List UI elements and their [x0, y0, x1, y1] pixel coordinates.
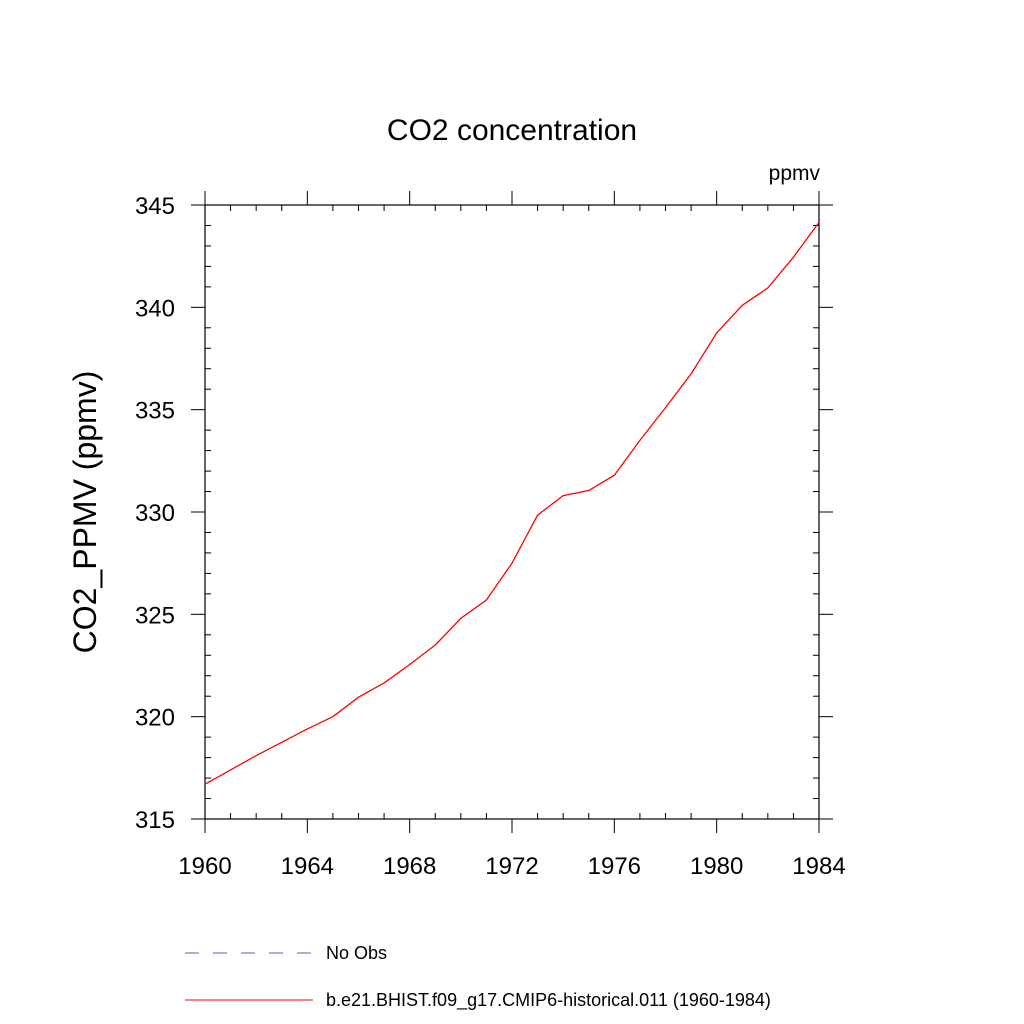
y-tick-label: 315 — [135, 807, 175, 834]
y-tick-label: 345 — [135, 193, 175, 220]
x-tick-label: 1968 — [383, 853, 436, 880]
legend-label: b.e21.BHIST.f09_g17.CMIP6-historical.011… — [326, 990, 771, 1011]
x-tick-label: 1976 — [588, 853, 641, 880]
x-tick-label: 1972 — [485, 853, 538, 880]
axis-ticks — [191, 191, 833, 833]
y-tick-label: 325 — [135, 602, 175, 629]
y-tick-label: 330 — [135, 500, 175, 527]
y-tick-label: 340 — [135, 295, 175, 322]
y-tick-label: 320 — [135, 705, 175, 732]
series-line — [204, 222, 820, 785]
x-tick-label: 1984 — [792, 853, 845, 880]
legend-label: No Obs — [326, 943, 387, 963]
chart-title: CO2 concentration — [387, 114, 637, 147]
x-tick-label: 1980 — [690, 853, 743, 880]
units-label: ppmv — [769, 162, 821, 185]
series-lines — [204, 222, 820, 785]
plot-frame — [204, 204, 820, 820]
x-tick-label: 1960 — [178, 853, 231, 880]
y-axis-label: CO2_PPMV (ppmv) — [67, 371, 103, 654]
x-tick-label: 1964 — [281, 853, 334, 880]
y-tick-label: 335 — [135, 398, 175, 425]
legend: No Obs b.e21.BHIST.f09_g17.CMIP6-historic… — [185, 943, 771, 1011]
axis-tick-labels: 1960 1964 1968 1972 1976 1980 1984 315 320 325 330… — [135, 193, 846, 880]
